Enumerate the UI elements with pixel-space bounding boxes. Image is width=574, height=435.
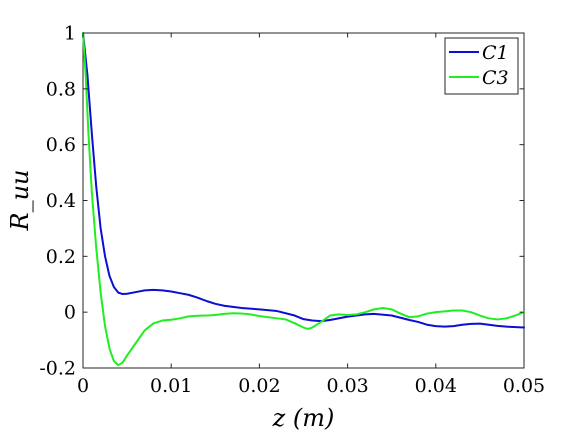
legend-label-c3: C3 (482, 67, 509, 89)
y-tick-label: 0 (64, 302, 76, 324)
y-tick-label: 0.8 (46, 78, 76, 100)
y-tick-label: 0.6 (46, 134, 76, 156)
ticks-layer (82, 32, 525, 369)
x-tick-label: 0.03 (326, 375, 368, 397)
x-tick-label: 0.04 (415, 375, 457, 397)
y-tick-label: 0.4 (46, 190, 76, 212)
y-tick-label: 0.2 (46, 246, 76, 268)
x-tick-label: 0.02 (238, 375, 280, 397)
y-tick-label: 1 (64, 23, 76, 45)
legend-label-c1: C1 (482, 42, 509, 64)
y-tick-label: -0.2 (39, 358, 76, 380)
x-tick-label: 0 (77, 375, 89, 397)
series-line-c1 (82, 32, 525, 329)
legend-box (444, 37, 519, 95)
series-layer (82, 32, 525, 367)
x-tick-label: 0.05 (503, 375, 545, 397)
x-tick-label: 0.01 (150, 375, 192, 397)
tick-labels-layer: 0 0.01 0.02 0.03 0.04 0.05-0.200.20.40.60.81 (39, 23, 545, 398)
y-axis-label: R_uu (6, 170, 34, 232)
x-axis-label: z (m) (272, 404, 335, 432)
series-line-c3 (82, 32, 525, 367)
